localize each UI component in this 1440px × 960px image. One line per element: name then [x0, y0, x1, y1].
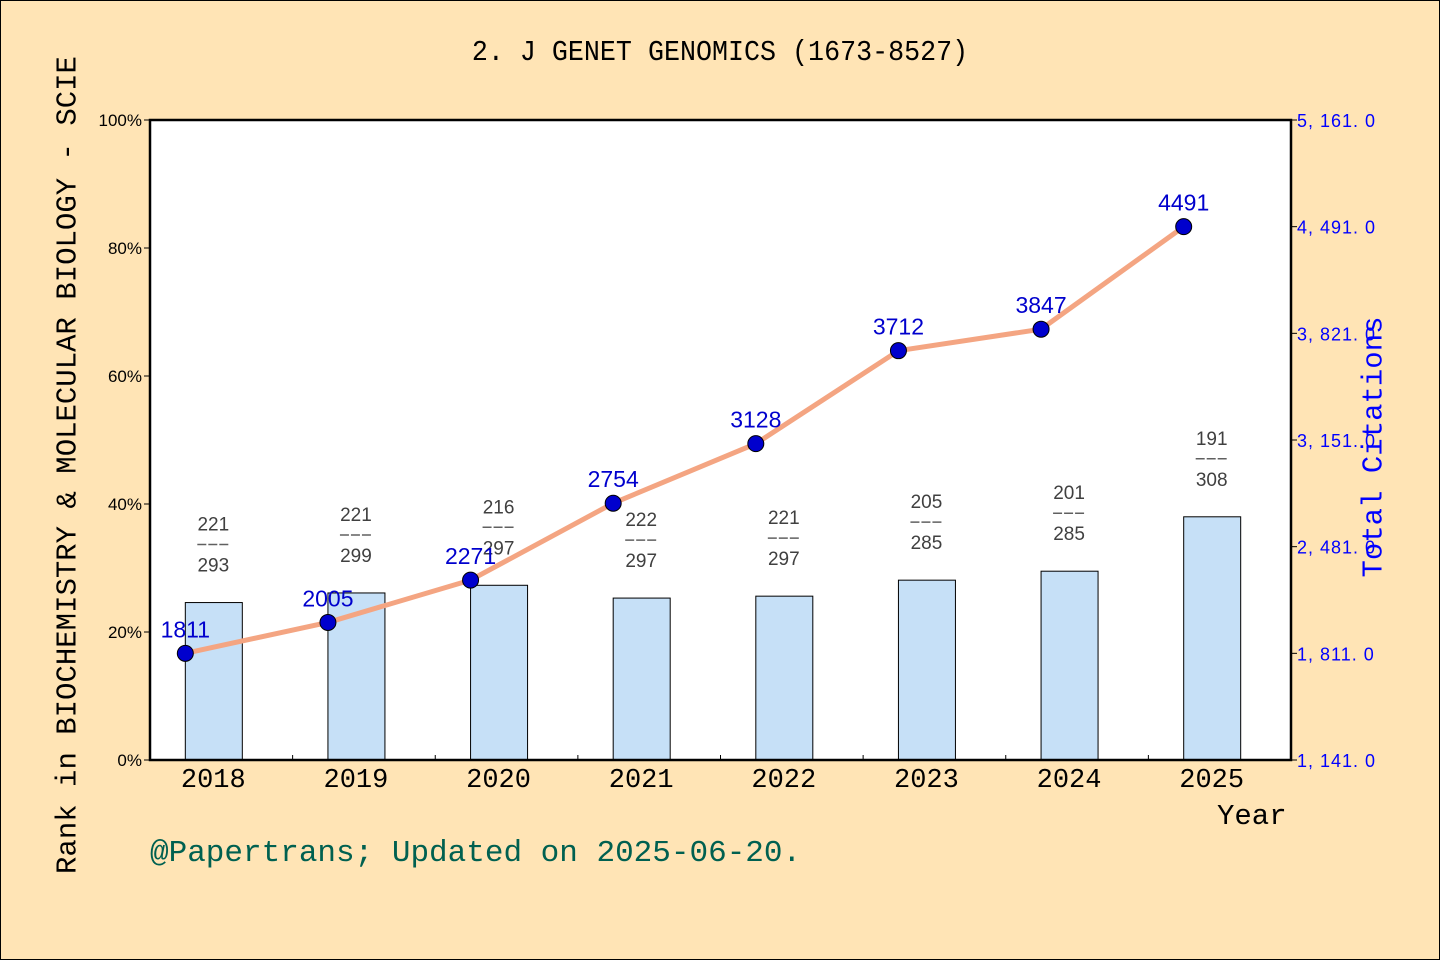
citation-marker-2020	[462, 571, 480, 589]
axes: 0% 20% 40% 60% 80% 100% 1, 141. 0 1, 811. 0 2, 4…	[99, 111, 1376, 796]
x-tick-label: 2025	[1179, 766, 1244, 796]
citation-value-label: 4491	[1158, 190, 1209, 216]
citations-line	[184, 224, 1186, 656]
rank-denominator: 297	[625, 551, 657, 572]
right-tick-label: 3, 151. 0	[1297, 431, 1376, 451]
x-tick-label: 2021	[609, 766, 674, 796]
bar-series	[184, 516, 1242, 761]
citation-value-label: 3712	[873, 314, 924, 340]
citation-marker-2021	[604, 494, 622, 512]
rank-numerator: 222	[625, 510, 657, 531]
citations-line-series: 1811 2005 2271 2754 3128 3712 3847 4491	[161, 190, 1209, 662]
rank-numerator: 221	[768, 508, 800, 529]
rank-fraction-labels: 221 293 221 299 216 297 222 297 221 297 205 285 201 2…	[197, 429, 1228, 577]
citation-marker-2025	[1175, 218, 1193, 236]
rank-numerator: 221	[197, 515, 229, 536]
bar-2021	[612, 597, 671, 761]
right-tick-label: 5, 161. 0	[1297, 111, 1376, 131]
citation-marker-2022	[747, 435, 765, 453]
left-tick-label: 0%	[117, 751, 142, 770]
bar-2018	[184, 602, 243, 761]
chart-title: 2. J GENET GENOMICS (1673-8527)	[471, 36, 969, 69]
left-tick-label: 40%	[108, 495, 142, 514]
rank-denominator: 285	[1053, 524, 1085, 545]
citation-marker-2024	[1032, 320, 1050, 338]
citation-marker-2018	[176, 644, 194, 662]
rank-numerator: 221	[340, 505, 372, 526]
x-tick-label: 2019	[324, 766, 389, 796]
x-tick-label: 2018	[181, 766, 246, 796]
bar-2023	[897, 579, 956, 761]
rank-denominator: 308	[1196, 470, 1228, 491]
rank-numerator: 201	[1053, 483, 1085, 504]
rank-denominator: 285	[911, 533, 943, 554]
x-tick-label: 2023	[894, 766, 959, 796]
citation-marker-2023	[889, 342, 907, 360]
rank-numerator: 191	[1196, 429, 1228, 450]
rank-denominator: 297	[768, 549, 800, 570]
bar-2025	[1183, 516, 1242, 761]
citation-value-label: 2754	[588, 466, 639, 492]
right-tick-label: 2, 481. 0	[1297, 538, 1376, 558]
rank-numerator: 205	[911, 492, 943, 513]
x-axis-label: Year	[1217, 800, 1287, 833]
x-tick-label: 2024	[1037, 766, 1102, 796]
bar-2020	[470, 584, 529, 761]
rank-denominator: 293	[197, 556, 229, 577]
bar-2024	[1040, 570, 1099, 761]
right-tick-label: 4, 491. 0	[1297, 218, 1376, 238]
citation-value-label: 2005	[302, 585, 353, 611]
left-tick-label: 60%	[108, 367, 142, 386]
left-tick-label: 20%	[108, 623, 142, 642]
x-tick-label: 2022	[751, 766, 816, 796]
x-tick-label: 2020	[466, 766, 531, 796]
plot-area	[150, 120, 1291, 760]
citation-value-label: 2271	[445, 543, 496, 569]
right-tick-label: 1, 811. 0	[1297, 644, 1375, 664]
citation-value-label: 3128	[730, 407, 781, 433]
right-tick-label: 3, 821. 0	[1297, 324, 1376, 344]
rank-denominator: 297	[483, 538, 515, 559]
footer-credit: @Papertrans; Updated on 2025-06-20.	[150, 836, 802, 871]
bar-2022	[755, 595, 814, 761]
left-tick-label: 80%	[108, 239, 142, 258]
rank-denominator: 299	[340, 546, 372, 567]
citation-value-label: 3847	[1015, 292, 1066, 318]
rank-numerator: 216	[483, 497, 515, 518]
right-axis-label: Total Citations	[1357, 316, 1391, 578]
left-tick-label: 100%	[99, 111, 142, 130]
citation-marker-2019	[319, 613, 337, 631]
right-tick-label: 1, 141. 0	[1297, 751, 1376, 771]
citation-value-label: 1811	[161, 616, 210, 642]
